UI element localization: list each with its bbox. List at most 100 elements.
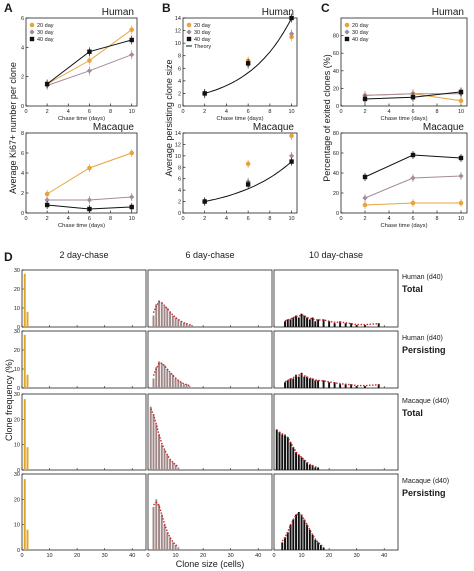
hist-bar	[286, 319, 289, 327]
y-tick-label: 4	[21, 45, 24, 51]
hist-bar	[163, 365, 166, 388]
legend-label: 20 day	[37, 23, 54, 29]
line-panel-B-human: Human 0 2 4 6 8 10 0 2 4 6 8 10 12 14 Chase time (days)…	[175, 7, 298, 122]
hist-column-title: 6 day-chase	[185, 250, 234, 260]
data-point	[44, 197, 50, 203]
theory-curve	[204, 17, 293, 94]
data-point	[129, 37, 134, 43]
hist-frame	[147, 330, 273, 389]
legend-marker	[186, 29, 192, 35]
y-tick-label: 2	[178, 200, 181, 206]
hist-bar	[311, 534, 314, 550]
legend-label: 40 day	[194, 37, 211, 43]
y-tick-label: 2	[21, 75, 24, 81]
legend-label: 30 day	[37, 30, 54, 36]
hist-bar	[284, 321, 286, 327]
y-tick-label: 60	[333, 51, 339, 57]
hist-bar	[350, 384, 353, 388]
hist-bar	[152, 414, 155, 470]
hist-bar	[314, 539, 317, 550]
hist-bar	[377, 323, 380, 327]
hist-bar	[319, 544, 322, 550]
hist-bar	[155, 424, 158, 470]
hist-bar	[182, 323, 185, 327]
hist-bar	[158, 361, 160, 388]
x-tick-label: 2	[203, 216, 206, 222]
data-point	[44, 202, 50, 208]
plot-frame	[182, 17, 298, 107]
hist-y-tick-label: 20	[14, 348, 20, 354]
hist-bar	[188, 386, 191, 388]
hist-bar	[292, 519, 295, 550]
x-tick-label: 4	[67, 109, 70, 115]
line-panel-C-macaque: Macaque 0 2 4 6 8 10 0 20 40 60 80 Chase time (days)	[333, 122, 468, 229]
x-axis-label: Chase time (days)	[380, 223, 427, 229]
hist-bar	[152, 378, 155, 388]
hist-panel: 0 10 20 30	[14, 329, 147, 392]
hist-bar	[278, 432, 281, 470]
data-point	[129, 52, 135, 58]
legend-marker	[186, 36, 192, 42]
x-axis-label: Chase time (days)	[58, 223, 105, 229]
data-point	[410, 175, 416, 181]
data-point	[362, 195, 368, 201]
hist-bar	[311, 464, 314, 470]
x-tick-label: 4	[225, 109, 228, 115]
hist-x-tick-label: 30	[102, 553, 108, 559]
hist-bar	[317, 542, 320, 550]
y-tick-label: 12	[175, 142, 181, 148]
hist-row-species: Macaque (d40)	[402, 478, 449, 485]
y-tick-label: 0	[178, 104, 181, 110]
hist-bar	[322, 319, 325, 327]
y-tick-label: 80	[333, 34, 339, 40]
hist-bar	[166, 454, 169, 470]
data-point	[245, 61, 251, 66]
series-line	[46, 152, 132, 195]
panel-title: Macaque	[423, 122, 465, 133]
hist-bar	[163, 524, 166, 550]
y-tick-label: 4	[178, 79, 181, 85]
x-tick-label: 0	[339, 109, 342, 115]
hist-frame	[21, 393, 147, 471]
x-tick-label: 6	[411, 109, 414, 115]
hist-bar	[174, 378, 177, 388]
legend-marker	[29, 22, 35, 28]
y-tick-label: 6	[178, 177, 181, 183]
hist-bar	[182, 384, 185, 388]
x-tick-label: 4	[387, 216, 390, 222]
hist-frame	[21, 473, 147, 551]
x-tick-label: 10	[129, 109, 135, 115]
hist-frame	[147, 393, 273, 471]
y-tick-label: 8	[21, 131, 24, 137]
x-tick-label: 10	[458, 216, 464, 222]
hist-bar	[23, 479, 26, 550]
legend-marker	[29, 36, 35, 42]
data-point	[129, 194, 135, 200]
data-point	[44, 191, 50, 197]
hist-panel	[273, 269, 399, 328]
data-point	[362, 174, 368, 180]
hist-bar	[295, 315, 298, 327]
hist-frame	[273, 269, 399, 328]
panel-title: Human	[432, 7, 464, 18]
hist-y-tick-label: 10	[14, 443, 20, 449]
hist-bar	[300, 372, 303, 388]
hist-bar	[300, 313, 303, 327]
hist-bar	[23, 334, 26, 388]
legend-label: Theory	[194, 44, 211, 50]
y-tick-label: 60	[333, 151, 339, 157]
hist-bar	[317, 380, 320, 388]
hist-y-tick-label: 10	[14, 367, 20, 373]
hist-bar	[377, 384, 380, 388]
hist-bar	[185, 323, 188, 327]
hist-bar	[297, 317, 300, 327]
data-point	[129, 27, 135, 33]
hist-bar	[169, 311, 172, 327]
hist-frame	[273, 473, 399, 551]
hist-bar	[317, 467, 320, 470]
line-panel-C-human: Human 0 2 4 6 8 10 0 20 40 60 80 Chase time (days) 20…	[333, 7, 468, 122]
hist-bar	[289, 524, 292, 550]
hist-bar	[308, 464, 311, 470]
hist-bar	[292, 317, 295, 327]
data-point	[410, 95, 416, 100]
